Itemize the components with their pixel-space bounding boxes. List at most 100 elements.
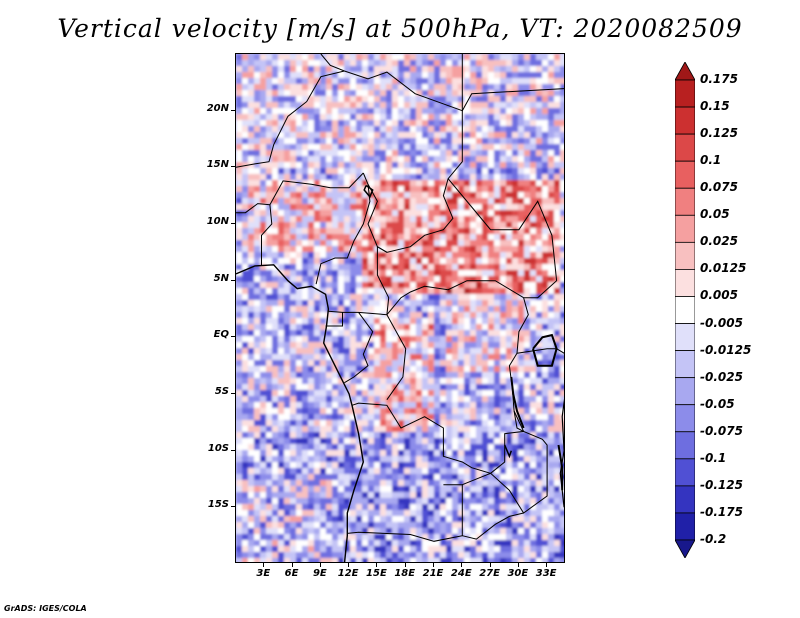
velocity-cell <box>356 180 363 187</box>
velocity-cell <box>452 78 459 85</box>
velocity-cell <box>440 186 447 193</box>
velocity-cell <box>302 492 309 499</box>
velocity-cell <box>470 96 477 103</box>
velocity-cell <box>422 144 429 151</box>
velocity-cell <box>308 258 315 265</box>
latitude-tick-mark <box>231 166 235 168</box>
velocity-cell <box>398 312 405 319</box>
velocity-cell <box>314 270 321 277</box>
velocity-cell <box>500 234 507 241</box>
velocity-cell <box>308 228 315 235</box>
velocity-cell <box>308 312 315 319</box>
velocity-cell <box>386 444 393 451</box>
velocity-cell <box>272 246 279 253</box>
velocity-cell <box>500 396 507 403</box>
velocity-cell <box>512 78 519 85</box>
velocity-cell <box>416 144 423 151</box>
velocity-cell <box>524 186 531 193</box>
velocity-cell <box>410 54 417 61</box>
velocity-cell <box>278 246 285 253</box>
velocity-cell <box>386 306 393 313</box>
velocity-cell <box>416 456 423 463</box>
velocity-cell <box>284 516 291 523</box>
velocity-cell <box>554 522 561 529</box>
velocity-cell <box>302 384 309 391</box>
velocity-cell <box>428 102 435 109</box>
velocity-cell <box>236 336 243 343</box>
velocity-cell <box>500 84 507 91</box>
velocity-cell <box>296 480 303 487</box>
velocity-cell <box>314 234 321 241</box>
velocity-cell <box>308 306 315 313</box>
velocity-cell <box>296 432 303 439</box>
velocity-cell <box>392 54 399 61</box>
velocity-cell <box>242 276 249 283</box>
velocity-cell <box>326 264 333 271</box>
velocity-cell <box>488 384 495 391</box>
velocity-cell <box>536 216 543 223</box>
velocity-cell <box>260 144 267 151</box>
velocity-cell <box>458 54 465 61</box>
velocity-cell <box>308 144 315 151</box>
velocity-cell <box>470 126 477 133</box>
velocity-cell <box>236 312 243 319</box>
velocity-cell <box>386 102 393 109</box>
velocity-cell <box>452 528 459 535</box>
velocity-cell <box>458 540 465 547</box>
velocity-cell <box>350 246 357 253</box>
velocity-cell <box>542 324 549 331</box>
velocity-cell <box>512 108 519 115</box>
velocity-cell <box>266 72 273 79</box>
velocity-cell <box>236 450 243 457</box>
velocity-cell <box>386 546 393 553</box>
velocity-cell <box>380 132 387 139</box>
velocity-cell <box>452 168 459 175</box>
velocity-cell <box>482 264 489 271</box>
velocity-cell <box>530 450 537 457</box>
velocity-cell <box>476 318 483 325</box>
velocity-cell <box>266 168 273 175</box>
border-zambezi <box>462 512 524 540</box>
velocity-cell <box>392 174 399 181</box>
velocity-cell <box>314 300 321 307</box>
velocity-cell <box>548 270 555 277</box>
velocity-cell <box>284 264 291 271</box>
velocity-cell <box>518 348 525 355</box>
velocity-cell <box>284 318 291 325</box>
velocity-cell <box>344 168 351 175</box>
velocity-cell <box>368 156 375 163</box>
velocity-cell <box>254 246 261 253</box>
velocity-cell <box>452 348 459 355</box>
velocity-cell <box>494 450 501 457</box>
velocity-cell <box>260 558 267 562</box>
velocity-cell <box>548 186 555 193</box>
velocity-cell <box>278 240 285 247</box>
velocity-cell <box>500 498 507 505</box>
velocity-cell <box>512 54 519 61</box>
velocity-cell <box>284 60 291 67</box>
velocity-cell <box>296 174 303 181</box>
velocity-cell <box>278 510 285 517</box>
velocity-cell <box>338 186 345 193</box>
velocity-cell <box>512 156 519 163</box>
velocity-cell <box>302 366 309 373</box>
velocity-cell <box>284 102 291 109</box>
velocity-cell <box>410 486 417 493</box>
velocity-cell <box>494 426 501 433</box>
velocity-cell <box>272 228 279 235</box>
velocity-cell <box>542 288 549 295</box>
velocity-cell <box>302 252 309 259</box>
velocity-cell <box>332 528 339 535</box>
velocity-cell <box>554 360 561 367</box>
velocity-cell <box>440 456 447 463</box>
velocity-cell <box>458 534 465 541</box>
velocity-cell <box>368 198 375 205</box>
velocity-cell <box>254 294 261 301</box>
velocity-cell <box>284 312 291 319</box>
velocity-cell <box>308 114 315 121</box>
velocity-cell <box>512 228 519 235</box>
velocity-cell <box>464 228 471 235</box>
velocity-cell <box>404 90 411 97</box>
latitude-tick-label: EQ <box>213 329 229 341</box>
velocity-cell <box>284 174 291 181</box>
